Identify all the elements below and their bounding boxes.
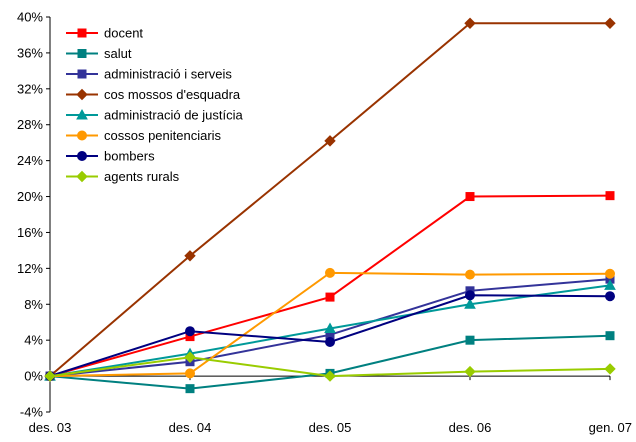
legend-swatch-marker: [77, 28, 87, 38]
data-point: [464, 17, 476, 29]
data-point: [324, 135, 336, 147]
data-point: [185, 384, 195, 394]
data-point: [184, 250, 196, 262]
x-tick-label: des. 03: [29, 420, 72, 435]
data-point: [465, 335, 475, 345]
legend-swatch-marker: [76, 170, 88, 183]
series-7: [44, 351, 616, 382]
legend-label: cossos penitenciaris: [104, 128, 222, 143]
y-tick-label: -4%: [20, 405, 44, 420]
x-tick-label: des. 06: [449, 420, 492, 435]
legend-item: docent: [66, 26, 143, 41]
data-point: [324, 322, 336, 334]
y-tick-label: 0%: [24, 369, 43, 384]
y-tick-label: 32%: [17, 81, 43, 96]
legend-swatch-marker: [77, 69, 87, 79]
data-point: [44, 370, 56, 382]
x-tick-label: gen. 07: [589, 420, 632, 435]
legend-swatch-marker: [77, 130, 87, 141]
data-point: [605, 291, 615, 302]
data-point: [324, 370, 336, 382]
data-point: [325, 267, 335, 278]
legend-label: cos mossos d'esquadra: [104, 87, 241, 102]
y-tick-label: 24%: [17, 153, 43, 168]
legend-item: cos mossos d'esquadra: [66, 87, 241, 102]
data-point: [465, 192, 475, 202]
y-tick-label: 40%: [17, 10, 43, 25]
y-tick-label: 12%: [17, 261, 43, 276]
data-point: [184, 351, 196, 363]
data-point: [464, 298, 476, 309]
legend-label: administració de justícia: [104, 108, 243, 123]
data-point: [185, 326, 195, 337]
legend-swatch-marker: [76, 88, 88, 101]
y-tick-label: 20%: [17, 189, 43, 204]
legend-item: administració de justícia: [66, 108, 243, 123]
data-point: [605, 268, 615, 279]
legend-item: administració i serveis: [66, 67, 232, 82]
data-point: [465, 290, 475, 301]
legend-label: administració i serveis: [104, 67, 232, 82]
data-point: [604, 17, 616, 29]
legend-label: docent: [104, 26, 143, 41]
legend-item: cossos penitenciaris: [66, 128, 222, 143]
chart-legend: docent salut administració i serveis cos mo…: [66, 26, 243, 184]
x-tick-label: des. 04: [169, 420, 212, 435]
legend-label: salut: [104, 46, 132, 61]
legend-item: bombers: [66, 149, 155, 164]
chart-axes: -4% 0% 4% 8% 12% 16% 20% 24% 28% 32% 36% 40% des. 03…: [17, 10, 632, 436]
x-tick-label: des. 05: [309, 420, 352, 435]
data-point: [185, 368, 195, 379]
data-point: [604, 279, 616, 290]
y-tick-label: 36%: [17, 45, 43, 60]
legend-label: bombers: [104, 149, 155, 164]
data-point: [605, 331, 615, 341]
data-point: [464, 365, 476, 378]
data-point: [604, 363, 616, 375]
legend-label: agents rurals: [104, 169, 180, 184]
data-point: [325, 292, 335, 302]
legend-item: agents rurals: [66, 169, 180, 184]
y-tick-label: 28%: [17, 117, 43, 132]
legend-item: salut: [66, 46, 132, 61]
legend-swatch-marker: [77, 49, 87, 58]
y-tick-label: 8%: [24, 297, 43, 312]
data-point: [325, 336, 335, 347]
y-tick-label: 16%: [17, 225, 43, 240]
data-point: [605, 191, 615, 201]
data-point: [465, 269, 475, 280]
legend-swatch-marker: [76, 108, 88, 120]
legend-swatch-marker: [77, 151, 87, 161]
chart-series-layer: [44, 17, 616, 394]
y-tick-label: 4%: [24, 333, 43, 348]
